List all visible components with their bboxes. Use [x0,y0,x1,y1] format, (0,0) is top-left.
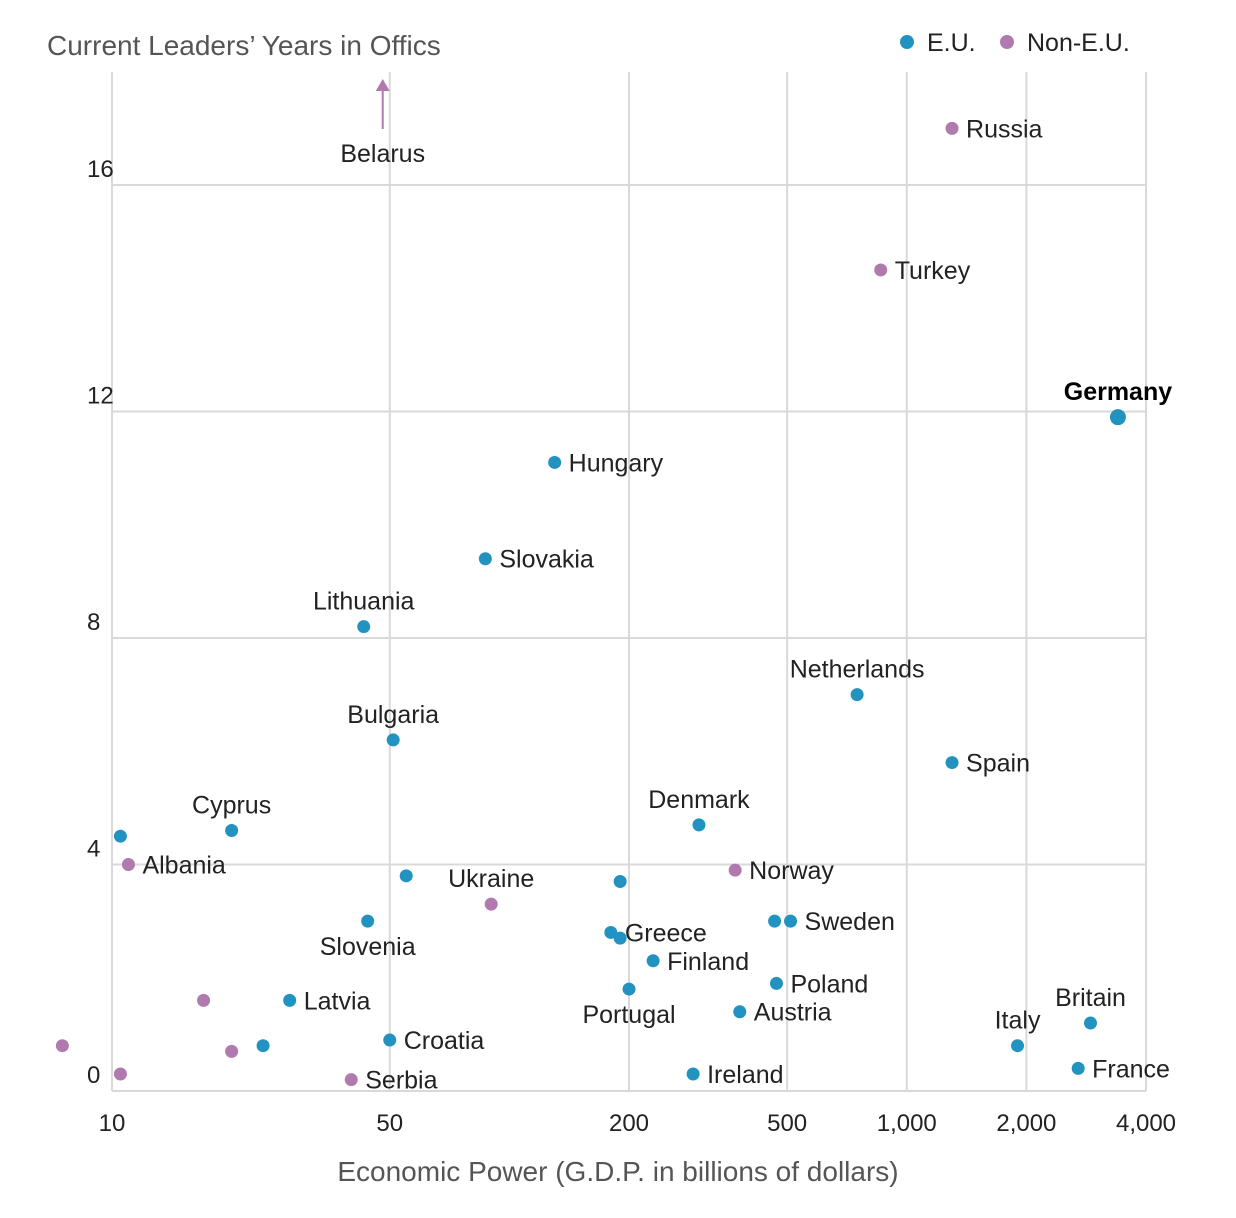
label-portugal: Portugal [582,1001,675,1029]
point-unlabeled-33 [197,993,211,1007]
legend-eu-swatch [900,35,914,49]
point-lithuania [357,620,371,634]
point-russia [945,121,959,135]
point-albania [121,858,135,871]
label-hungary: Hungary [569,449,664,477]
point-denmark [692,818,706,832]
point-norway [728,863,742,877]
point-labels: Germany Hungary Slovakia Lithuania Netherlan… [142,115,1172,1094]
x-tick-label-50: 50 [376,1110,403,1137]
y-tick-label-16: 16 [87,156,114,183]
point-poland [769,976,783,990]
y-axis-title: Current Leaders’ Years in Offics [47,30,441,61]
y-tick-label-4: 4 [87,836,100,863]
y-tick-label-12: 12 [87,383,114,410]
label-latvia: Latvia [304,987,371,1015]
point-britain [1084,1016,1098,1030]
label-france: France [1092,1055,1170,1083]
point-latvia [283,993,297,1007]
label-spain: Spain [966,750,1030,778]
point-austria [733,1005,747,1019]
legend-non-eu-swatch [1000,35,1014,49]
grid-lines [111,72,1147,1092]
x-axis-title: Economic Power (G.D.P. in billions of do… [337,1156,898,1187]
legend-non-eu-label: Non-E.U. [1027,29,1130,57]
label-greece: Greece [625,919,707,947]
point-unlabeled-11 [613,874,627,888]
point-netherlands [850,688,864,702]
point-finland [646,954,660,968]
point-croatia [383,1033,397,1047]
label-bulgaria: Bulgaria [347,701,439,729]
x-tick-label-2000: 2,000 [996,1110,1056,1137]
point-unlabeled-24 [256,1039,270,1053]
point-france [1071,1061,1085,1075]
label-poland: Poland [790,970,868,998]
point-unlabeled-35 [225,1044,239,1058]
arrow-head-belarus [375,79,390,91]
label-ireland: Ireland [707,1061,783,1089]
point-unlabeled-34 [55,1039,69,1053]
x-tick-label-4000: 4,000 [1116,1110,1176,1137]
point-unlabeled-9 [113,829,127,843]
legend: E.U. Non-E.U. [900,29,1130,57]
point-portugal [622,982,636,996]
label-italy: Italy [995,1007,1041,1035]
label-albania: Albania [142,852,225,880]
label-netherlands: Netherlands [790,656,925,684]
point-unlabeled-14 [768,914,782,928]
point-turkey [874,263,888,277]
label-lithuania: Lithuania [313,588,415,616]
label-sweden: Sweden [805,908,895,936]
label-belarus: Belarus [340,140,425,168]
label-austria: Austria [754,999,832,1027]
point-ireland [686,1067,700,1081]
label-turkey: Turkey [895,257,971,285]
label-slovenia: Slovenia [320,933,416,961]
label-ukraine: Ukraine [448,865,534,893]
point-unlabeled-16 [613,931,627,945]
label-cyprus: Cyprus [192,792,271,820]
label-russia: Russia [966,115,1043,143]
point-spain [945,756,959,770]
y-tick-label-0: 0 [87,1062,100,1089]
point-italy [1011,1039,1025,1053]
data-points [55,121,1126,1087]
label-germany: Germany [1064,378,1172,406]
point-bulgaria [386,733,400,747]
label-croatia: Croatia [404,1027,485,1055]
point-germany [1109,409,1126,426]
point-serbia [344,1073,358,1087]
point-cyprus [225,824,239,838]
point-sweden [784,914,798,928]
x-tick-label-200: 200 [609,1110,649,1137]
label-slovakia: Slovakia [499,546,594,574]
label-norway: Norway [749,857,834,885]
x-tick-label-10: 10 [99,1110,126,1137]
point-ukraine [484,897,498,911]
y-tick-label-8: 8 [87,609,100,636]
axis-ticks: 0 4 8 12 16 10 50 200 500 1,000 2,000 4,000 [87,156,1176,1137]
label-finland: Finland [667,948,749,976]
point-slovenia [361,914,375,928]
x-tick-label-1000: 1,000 [877,1110,937,1137]
x-tick-label-500: 500 [767,1110,807,1137]
point-hungary [548,455,562,469]
legend-eu-label: E.U. [927,29,976,57]
label-serbia: Serbia [365,1067,437,1095]
point-unlabeled-10 [399,869,413,883]
annotations: Belarus [340,79,425,168]
label-denmark: Denmark [648,786,750,814]
point-unlabeled-36 [113,1067,127,1081]
point-greece [604,925,618,939]
point-slovakia [478,552,492,566]
label-britain: Britain [1055,984,1126,1012]
